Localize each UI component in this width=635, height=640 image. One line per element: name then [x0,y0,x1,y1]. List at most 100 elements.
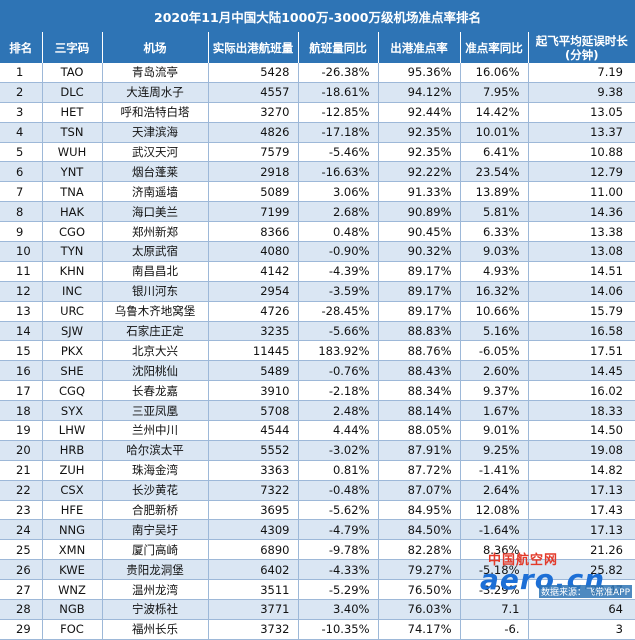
cell-iata: TSN [42,122,103,143]
cell-avg-delay: 18.33 [528,400,635,422]
cell-flight-yoy: 3.40% [298,599,379,620]
cell-departures: 4557 [208,82,299,103]
table-row: 25 XMN 厦门高崎 6890 -9.78% 82.28% 8.36% 21.26 [0,539,635,561]
cell-rank: 10 [0,241,43,262]
cell-flight-yoy: -4.33% [298,559,379,581]
table-row: 4 TSN 天津滨海 4826 -17.18% 92.35% 10.01% 13.37 [0,122,635,143]
cell-iata: XMN [42,539,103,561]
table-title: 2020年11月中国大陆1000万-3000万级机场准点率排名 [0,0,635,33]
table-row: 16 SHE 沈阳桃仙 5489 -0.76% 88.43% 2.60% 14.45 [0,360,635,382]
cell-airport: 南宁吴圩 [102,519,209,541]
cell-avg-delay: 16.02 [528,380,635,402]
table-row: 23 HFE 合肥新桥 3695 -5.62% 84.95% 12.08% 17.43 [0,500,635,521]
cell-iata: SYX [42,400,103,422]
cell-departures: 5428 [208,63,299,83]
cell-ontime-yoy: 12.08% [460,500,529,521]
table-row: 29 FOC 福州长乐 3732 -10.35% 74.17% -6. 3 [0,619,635,640]
cell-airport: 三亚凤凰 [102,400,209,422]
cell-airport: 长沙黄花 [102,480,209,501]
cell-departures: 3363 [208,460,299,481]
table-body: 1 TAO 青岛流亭 5428 -26.38% 95.36% 16.06% 7.19 2 DLC 大… [0,63,635,640]
table-row: 2 DLC 大连周水子 4557 -18.61% 94.12% 7.95% 9.38 [0,82,635,103]
cell-rank: 16 [0,360,43,382]
cell-flight-yoy: -0.76% [298,360,379,382]
table-row: 28 NGB 宁波栎社 3771 3.40% 76.03% 7.1 64 [0,599,635,620]
cell-ontime-rate: 92.22% [378,161,461,183]
cell-departures: 4080 [208,241,299,262]
table-row: 13 URC 乌鲁木齐地窝堡 4726 -28.45% 89.17% 10.66% 15.79 [0,301,635,322]
table-row: 10 TYN 太原武宿 4080 -0.90% 90.32% 9.03% 13.08 [0,241,635,262]
cell-ontime-rate: 88.14% [378,400,461,422]
cell-ontime-rate: 88.76% [378,340,461,362]
cell-ontime-yoy: -5.18% [460,559,529,581]
cell-departures: 8366 [208,221,299,243]
cell-flight-yoy: -12.85% [298,102,379,123]
cell-airport: 呼和浩特白塔 [102,102,209,123]
cell-ontime-yoy: 16.06% [460,63,529,83]
cell-airport: 烟台蓬莱 [102,161,209,183]
header-row: 排名 三字码 机场 实际出港航班量 航班量同比 出港准点率 准点率同比 起飞平均… [0,32,635,63]
cell-avg-delay: 13.38 [528,221,635,243]
table-row: 5 WUH 武汉天河 7579 -5.46% 92.35% 6.41% 10.88 [0,142,635,163]
col-header-avg-delay: 起飞平均延误时长 (分钟) [528,32,635,63]
cell-airport: 天津滨海 [102,122,209,143]
cell-iata: PKX [42,340,103,362]
cell-ontime-yoy: 7.1 [460,599,529,620]
cell-rank: 3 [0,102,43,123]
table-row: 26 KWE 贵阳龙洞堡 6402 -4.33% 79.27% -5.18% 25.82 [0,559,635,581]
cell-ontime-rate: 84.95% [378,500,461,521]
cell-departures: 4142 [208,261,299,282]
cell-airport: 温州龙湾 [102,579,209,601]
table-row: 8 HAK 海口美兰 7199 2.68% 90.89% 5.81% 14.36 [0,201,635,223]
cell-rank: 7 [0,181,43,203]
cell-departures: 3732 [208,619,299,640]
col-header-departures: 实际出港航班量 [208,32,299,63]
cell-avg-delay: 14.51 [528,261,635,282]
cell-ontime-yoy: -6. [460,619,529,640]
cell-rank: 18 [0,400,43,422]
cell-ontime-yoy: -1.41% [460,460,529,481]
cell-iata: INC [42,281,103,302]
cell-avg-delay: 7.19 [528,63,635,83]
cell-ontime-rate: 89.17% [378,261,461,282]
cell-ontime-rate: 88.83% [378,321,461,342]
cell-avg-delay: 14.06 [528,281,635,302]
cell-airport: 福州长乐 [102,619,209,640]
cell-departures: 2954 [208,281,299,302]
cell-rank: 2 [0,82,43,103]
cell-flight-yoy: -17.18% [298,122,379,143]
cell-airport: 长春龙嘉 [102,380,209,402]
cell-ontime-yoy: -6.05% [460,340,529,362]
table-row: 11 KHN 南昌昌北 4142 -4.39% 89.17% 4.93% 14.51 [0,261,635,282]
cell-flight-yoy: -9.78% [298,539,379,561]
cell-ontime-rate: 87.72% [378,460,461,481]
cell-ontime-rate: 92.44% [378,102,461,123]
cell-flight-yoy: -0.48% [298,480,379,501]
cell-iata: HFE [42,500,103,521]
cell-airport: 沈阳桃仙 [102,360,209,382]
cell-rank: 12 [0,281,43,302]
cell-rank: 20 [0,440,43,461]
cell-ontime-rate: 91.33% [378,181,461,203]
cell-rank: 19 [0,420,43,441]
cell-rank: 17 [0,380,43,402]
cell-departures: 3270 [208,102,299,123]
cell-ontime-rate: 76.03% [378,599,461,620]
col-header-rank: 排名 [0,32,43,63]
cell-avg-delay: 10.88 [528,142,635,163]
cell-flight-yoy: -2.18% [298,380,379,402]
table-row: 17 CGQ 长春龙嘉 3910 -2.18% 88.34% 9.37% 16.02 [0,380,635,402]
cell-airport: 贵阳龙洞堡 [102,559,209,581]
cell-ontime-yoy: 10.66% [460,301,529,322]
cell-flight-yoy: 2.68% [298,201,379,223]
cell-avg-delay: 14.50 [528,420,635,441]
cell-flight-yoy: -3.02% [298,440,379,461]
cell-iata: TAO [42,63,103,83]
cell-iata: HAK [42,201,103,223]
cell-departures: 7199 [208,201,299,223]
cell-iata: NGB [42,599,103,620]
cell-departures: 3511 [208,579,299,601]
cell-rank: 8 [0,201,43,223]
cell-rank: 1 [0,63,43,83]
cell-ontime-rate: 82.28% [378,539,461,561]
